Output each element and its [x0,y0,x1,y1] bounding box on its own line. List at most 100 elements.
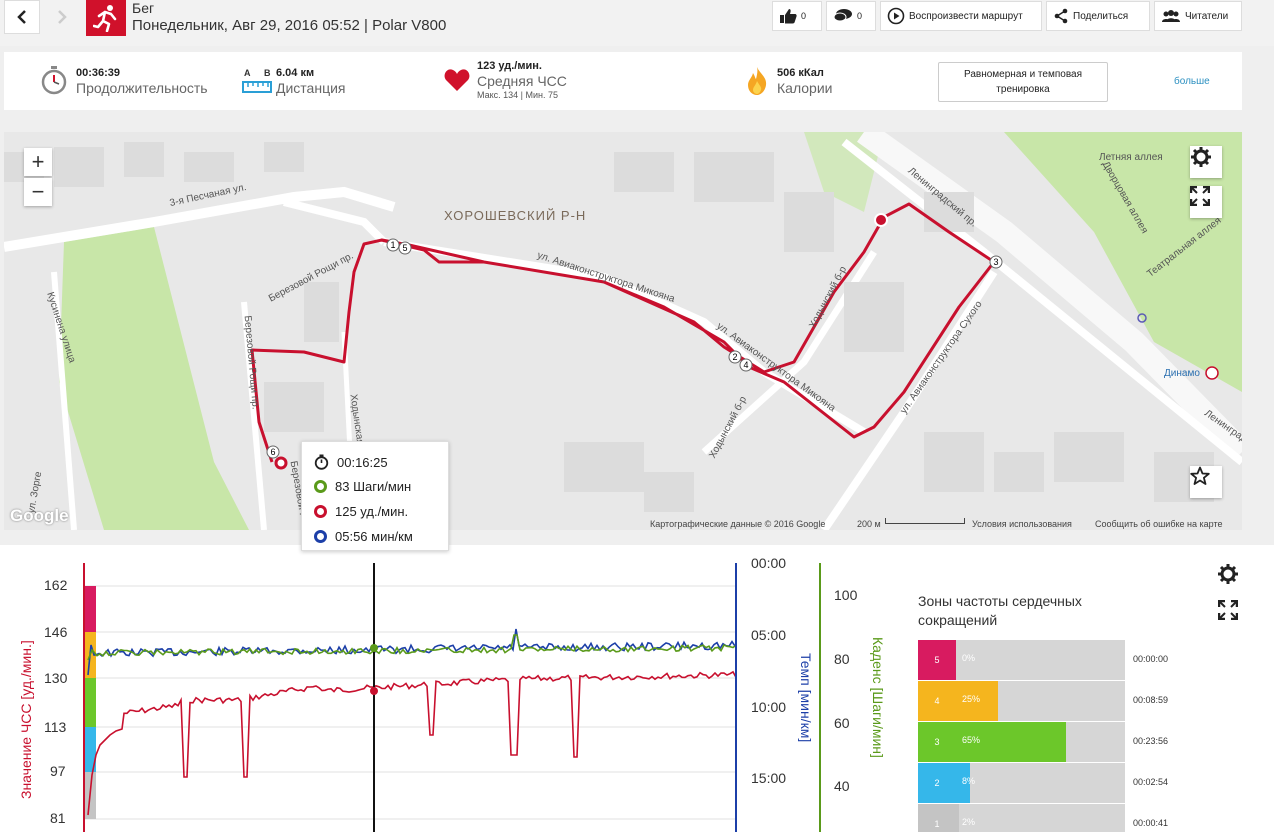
zone-row: 2 8% [918,763,1125,803]
zone-time: 00:00:41 [1133,818,1169,828]
route-start-dot [874,213,888,227]
road [241,301,267,530]
road [4,186,396,252]
google-logo: Google [10,506,69,525]
pace-tick: 15:00 [751,770,787,786]
cadence-dot-icon [314,479,327,493]
zone-percent: 0% [962,653,976,663]
hr-tick: 81 [50,810,66,826]
zone-percent: 2% [962,817,976,827]
hr-label: Средняя ЧСС [477,73,567,89]
zone-band [84,727,96,772]
hr-min-max: Макс. 134 | Мин. 75 [477,90,559,100]
hr-tick: 146 [44,624,68,640]
zone-time: 00:02:54 [1133,777,1169,787]
share-icon [1054,8,1068,24]
pace-axis-title: Темп [мин/км] [798,653,814,743]
lap-marker-circle [398,241,412,255]
zone-percent: 65% [962,735,981,745]
replay-route-label: Воспроизвести маршрут [909,10,1023,22]
calories-value: 506 кКал [777,67,824,79]
tooltip-cadence: 83 Шаги/мин [335,478,412,494]
map-fullscreen-button[interactable] [1190,186,1222,218]
top-bar: Бег Понедельник, Авг 29, 2016 05:52 | Po… [0,0,1274,46]
road [820,269,998,530]
zone-band [84,678,96,727]
chevron-left-icon [17,10,26,24]
cadence-axis-title: Каденс [Шаги/мин] [870,637,886,758]
duration-value: 00:36:39 [76,67,121,79]
lap-marker-circle [266,445,280,459]
zone-percent: 8% [962,776,976,786]
tooltip-pace: 05:56 мин/км [335,528,413,544]
cadence-tick: 60 [834,715,850,731]
pace-tick: 10:00 [751,699,787,715]
back-button[interactable] [4,0,40,34]
zone-bar [956,763,970,803]
tooltip-time: 00:16:25 [337,454,388,470]
lap-marker: 2 [732,352,737,362]
share-label: Поделиться [1073,10,1129,22]
chart-fullscreen-button[interactable] [1214,596,1242,624]
hr-tick: 130 [44,670,68,686]
hr-dot-icon [314,504,327,518]
play-icon [887,7,905,25]
route-map[interactable]: 1 5 2 4 3 6 ХОРОШЕВСКИЙ Р-Н 3-я Песчаная… [4,132,1242,530]
cursor-hr-dot [370,687,378,695]
readers-button[interactable]: Читатели [1154,1,1242,31]
chart-settings-button[interactable] [1214,560,1242,588]
buildings [4,142,1214,512]
cadence-tick: 100 [834,587,858,603]
map-scale-bar [885,518,965,524]
zone-number: 2 [918,763,956,803]
map-settings-button[interactable] [1190,146,1222,178]
street-label: Летняя аллея [1099,152,1163,163]
fullscreen-icon [1218,600,1238,620]
replay-route-button[interactable]: Воспроизвести маршрут [880,1,1042,31]
hr-axis-title: Значение ЧСС [уд./мин.] [18,640,34,799]
zoom-out-button[interactable]: − [24,178,52,206]
like-count: 0 [801,11,807,21]
flame-icon [748,67,767,95]
distance-point-b: B [264,68,271,78]
like-button[interactable]: 0 [772,1,822,31]
road [51,271,77,530]
map-terms-link[interactable]: Условия использования [972,519,1072,529]
readers-label: Читатели [1185,10,1229,22]
comment-button[interactable]: 0 [826,1,876,31]
pace-dot-icon [314,529,327,543]
lap-marker-circle [989,255,1003,269]
tooltip-hr-row: 125 уд./мин. [314,501,408,521]
road [383,238,867,436]
zone-number: 1 [918,804,956,832]
zone-row: 1 2% [918,804,1125,832]
session-chart[interactable] [0,545,1274,832]
distance-point-a: A [244,68,251,78]
lap-marker: 4 [743,360,748,370]
stopwatch-icon [41,66,67,95]
session-subtitle: Понедельник, Авг 29, 2016 05:52 | Polar … [132,17,447,34]
cadence-tick: 40 [834,778,850,794]
zone-band [84,586,96,632]
lap-marker: 1 [390,240,395,250]
metro-icon [1137,313,1147,323]
share-button[interactable]: Поделиться [1046,1,1150,31]
map-footer: Картографические данные © 2016 Google 20… [4,517,1242,530]
zoom-in-button[interactable]: + [24,148,52,176]
map-favorite-button[interactable] [1190,466,1222,498]
lap-marker: 3 [993,257,998,267]
forward-button[interactable] [44,0,80,34]
park-area [1004,132,1242,392]
ruler-icon [242,81,272,93]
zone-bands [84,586,96,819]
map-report-link[interactable]: Сообщить об ошибке на карте [1095,519,1223,529]
road [283,198,387,245]
lap-marker-circle [386,238,400,252]
training-type-button[interactable]: Равномерная и темповая тренировка [938,62,1108,102]
more-link[interactable]: больше [1174,76,1210,87]
chevron-right-icon [58,10,67,24]
comment-icon [833,9,852,22]
hr-tick: 162 [44,577,68,593]
lap-marker: 5 [402,243,407,253]
chart-grid [84,585,736,820]
